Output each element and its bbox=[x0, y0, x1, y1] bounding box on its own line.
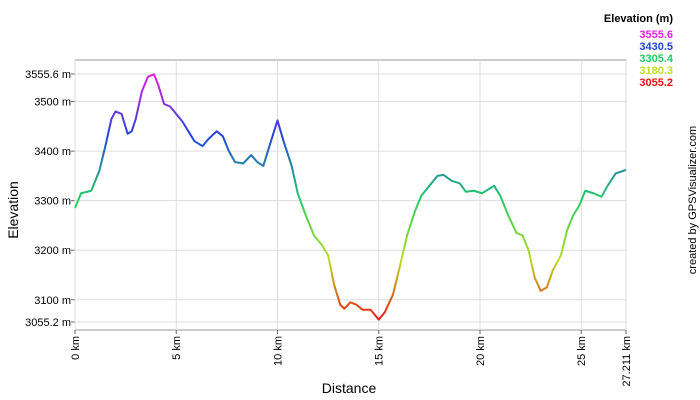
y-tick-label: 3300 m bbox=[34, 196, 71, 208]
x-tick-label: 20 km bbox=[475, 336, 487, 366]
y-axis-label: Elevation bbox=[5, 181, 21, 239]
y-tick-label: 3055.2 m bbox=[25, 317, 71, 329]
y-tick-label: 3400 m bbox=[34, 146, 71, 158]
legend-entry: 3555.6 bbox=[639, 29, 673, 41]
legend-entry: 3430.5 bbox=[639, 41, 673, 53]
y-tick-label: 3555.6 m bbox=[25, 69, 71, 81]
legend-entry: 3180.3 bbox=[639, 65, 673, 77]
x-axis-label: Distance bbox=[322, 380, 377, 396]
x-tick-label: 25 km bbox=[576, 336, 588, 366]
credit: created by GPSVisualizer.com bbox=[687, 126, 699, 274]
x-tick-label: 5 km bbox=[171, 336, 183, 360]
elevation-line bbox=[74, 73, 627, 321]
y-tick-label: 3100 m bbox=[34, 295, 71, 307]
legend-entry: 3305.4 bbox=[639, 53, 674, 65]
x-tick-label: 15 km bbox=[374, 336, 386, 366]
x-tick-label: 10 km bbox=[272, 336, 284, 366]
x-tick-label: 27.211 km bbox=[621, 336, 633, 387]
y-tick-label: 3500 m bbox=[34, 97, 71, 109]
legend-title: Elevation (m) bbox=[604, 13, 673, 25]
y-tick-label: 3200 m bbox=[34, 245, 71, 257]
legend-entry: 3055.2 bbox=[639, 77, 673, 89]
x-tick-label: 0 km bbox=[70, 336, 82, 360]
